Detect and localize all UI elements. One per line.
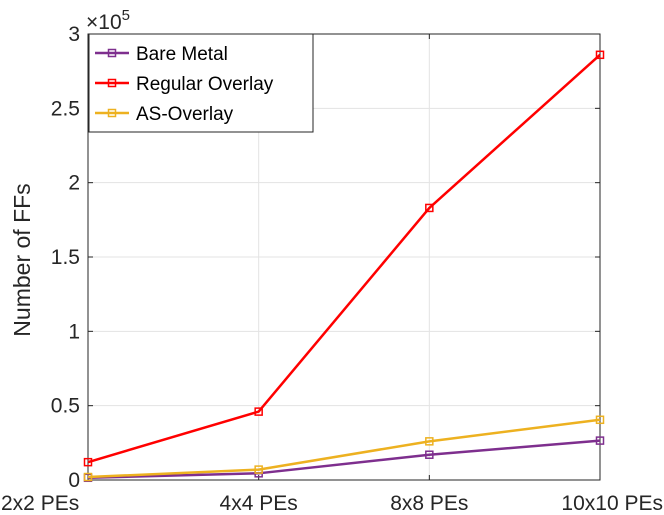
legend-item-2: AS-Overlay (95, 104, 234, 125)
legend-swatch-marker (107, 48, 117, 58)
data-point (595, 50, 605, 60)
y-tick-label: 2.5 (51, 97, 80, 120)
legend-swatch-marker (107, 108, 117, 118)
y-axis-multiplier: ×105 (86, 7, 130, 34)
y-tick-label: 3 (68, 23, 80, 46)
legend-label: AS-Overlay (136, 104, 234, 125)
data-point (425, 437, 434, 446)
data-point (595, 415, 605, 425)
series-line (87, 418, 601, 479)
legend: Bare Metal Regular Overlay AS-Overlay (88, 33, 314, 133)
series-group (83, 50, 605, 483)
y-tick-label: 1.5 (51, 246, 80, 269)
legend-item-1: Regular Overlay (95, 74, 274, 95)
series-1 (83, 50, 605, 467)
data-point (254, 407, 263, 416)
x-tick-label: 10x10 PEs (561, 492, 663, 515)
legend-label: Bare Metal (136, 44, 228, 65)
x-tick-label: 8x8 PEs (390, 492, 468, 515)
y-tick-label: 2 (68, 172, 80, 195)
x-tick-label: 4x4 PEs (220, 492, 298, 515)
series-2 (83, 415, 605, 482)
data-point (83, 472, 93, 482)
y-tick-label: 0 (68, 469, 80, 492)
y-tick-label: 1 (68, 320, 80, 343)
y-axis-multiplier-base: ×10 (86, 11, 122, 34)
series-line (87, 53, 601, 464)
data-point (595, 436, 605, 445)
x-tick-label: 2x2 PEs (1, 492, 79, 515)
legend-swatch-marker (107, 78, 117, 88)
y-axis-multiplier-exponent: 5 (122, 7, 130, 24)
y-axis-label: Number of FFs (9, 183, 35, 336)
x-axis: 2x2 PEs 4x4 PEs 8x8 PEs 10x10 PEs (1, 34, 663, 515)
data-point (83, 457, 93, 467)
data-point (425, 203, 434, 213)
data-point (254, 465, 263, 474)
data-point (425, 450, 434, 459)
series-line (87, 439, 601, 480)
y-tick-label: 0.5 (51, 395, 80, 418)
y-axis: 0 0.5 1 1.5 2 2.5 3 (51, 23, 600, 492)
legend-label: Regular Overlay (136, 74, 274, 95)
legend-item-0: Bare Metal (95, 44, 228, 65)
